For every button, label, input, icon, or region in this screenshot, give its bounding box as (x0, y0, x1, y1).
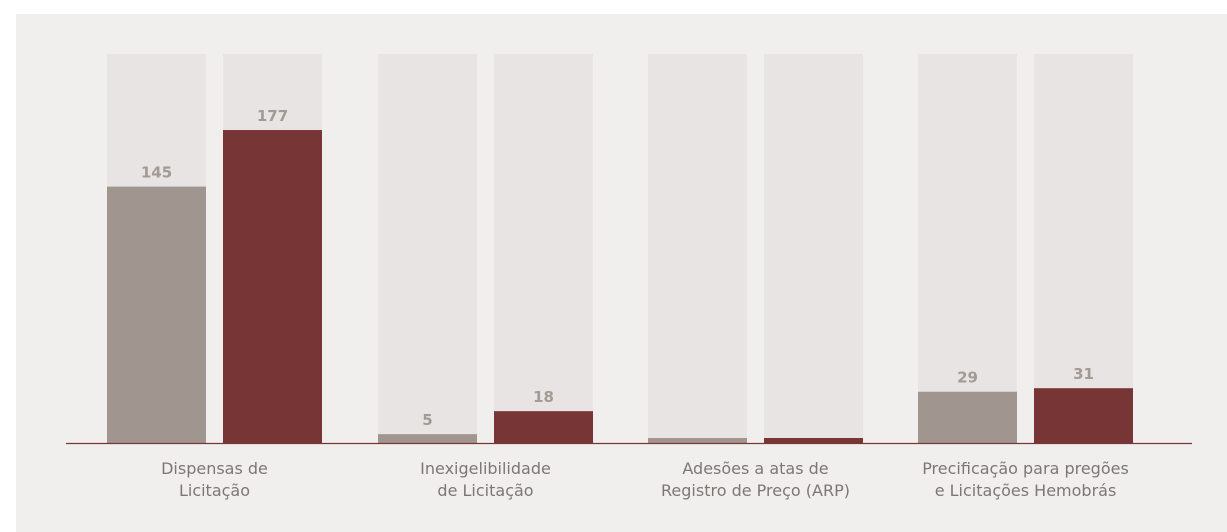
category-label: Adesões a atas de (682, 459, 828, 478)
data-label: 29 (957, 369, 978, 387)
bar (494, 411, 593, 443)
category-label: e Licitações Hemobrás (935, 481, 1117, 500)
category-label: Licitação (179, 481, 250, 500)
category-label: Precificação para pregões (922, 459, 1129, 478)
data-label: 177 (257, 107, 288, 125)
bar-track (648, 54, 747, 443)
bar (764, 438, 863, 443)
bar (918, 391, 1017, 443)
bar (648, 438, 747, 443)
data-label: 18 (533, 388, 554, 406)
category-label: Dispensas de (161, 459, 268, 478)
bar-track (918, 54, 1017, 443)
bar (1034, 388, 1133, 443)
bar-track (378, 54, 477, 443)
data-label: 5 (422, 411, 432, 429)
bar-track (494, 54, 593, 443)
chart-panel (16, 14, 1227, 532)
category-label: Inexigelibilidade (420, 459, 551, 478)
bar (223, 130, 322, 444)
data-label: 31 (1073, 365, 1094, 383)
bar-track (1034, 54, 1133, 443)
category-label: Registro de Preço (ARP) (661, 481, 850, 500)
bar-track (764, 54, 863, 443)
category-label: de Licitação (437, 481, 533, 500)
data-label: 145 (141, 164, 172, 182)
bar (378, 434, 477, 443)
bar (107, 186, 206, 443)
